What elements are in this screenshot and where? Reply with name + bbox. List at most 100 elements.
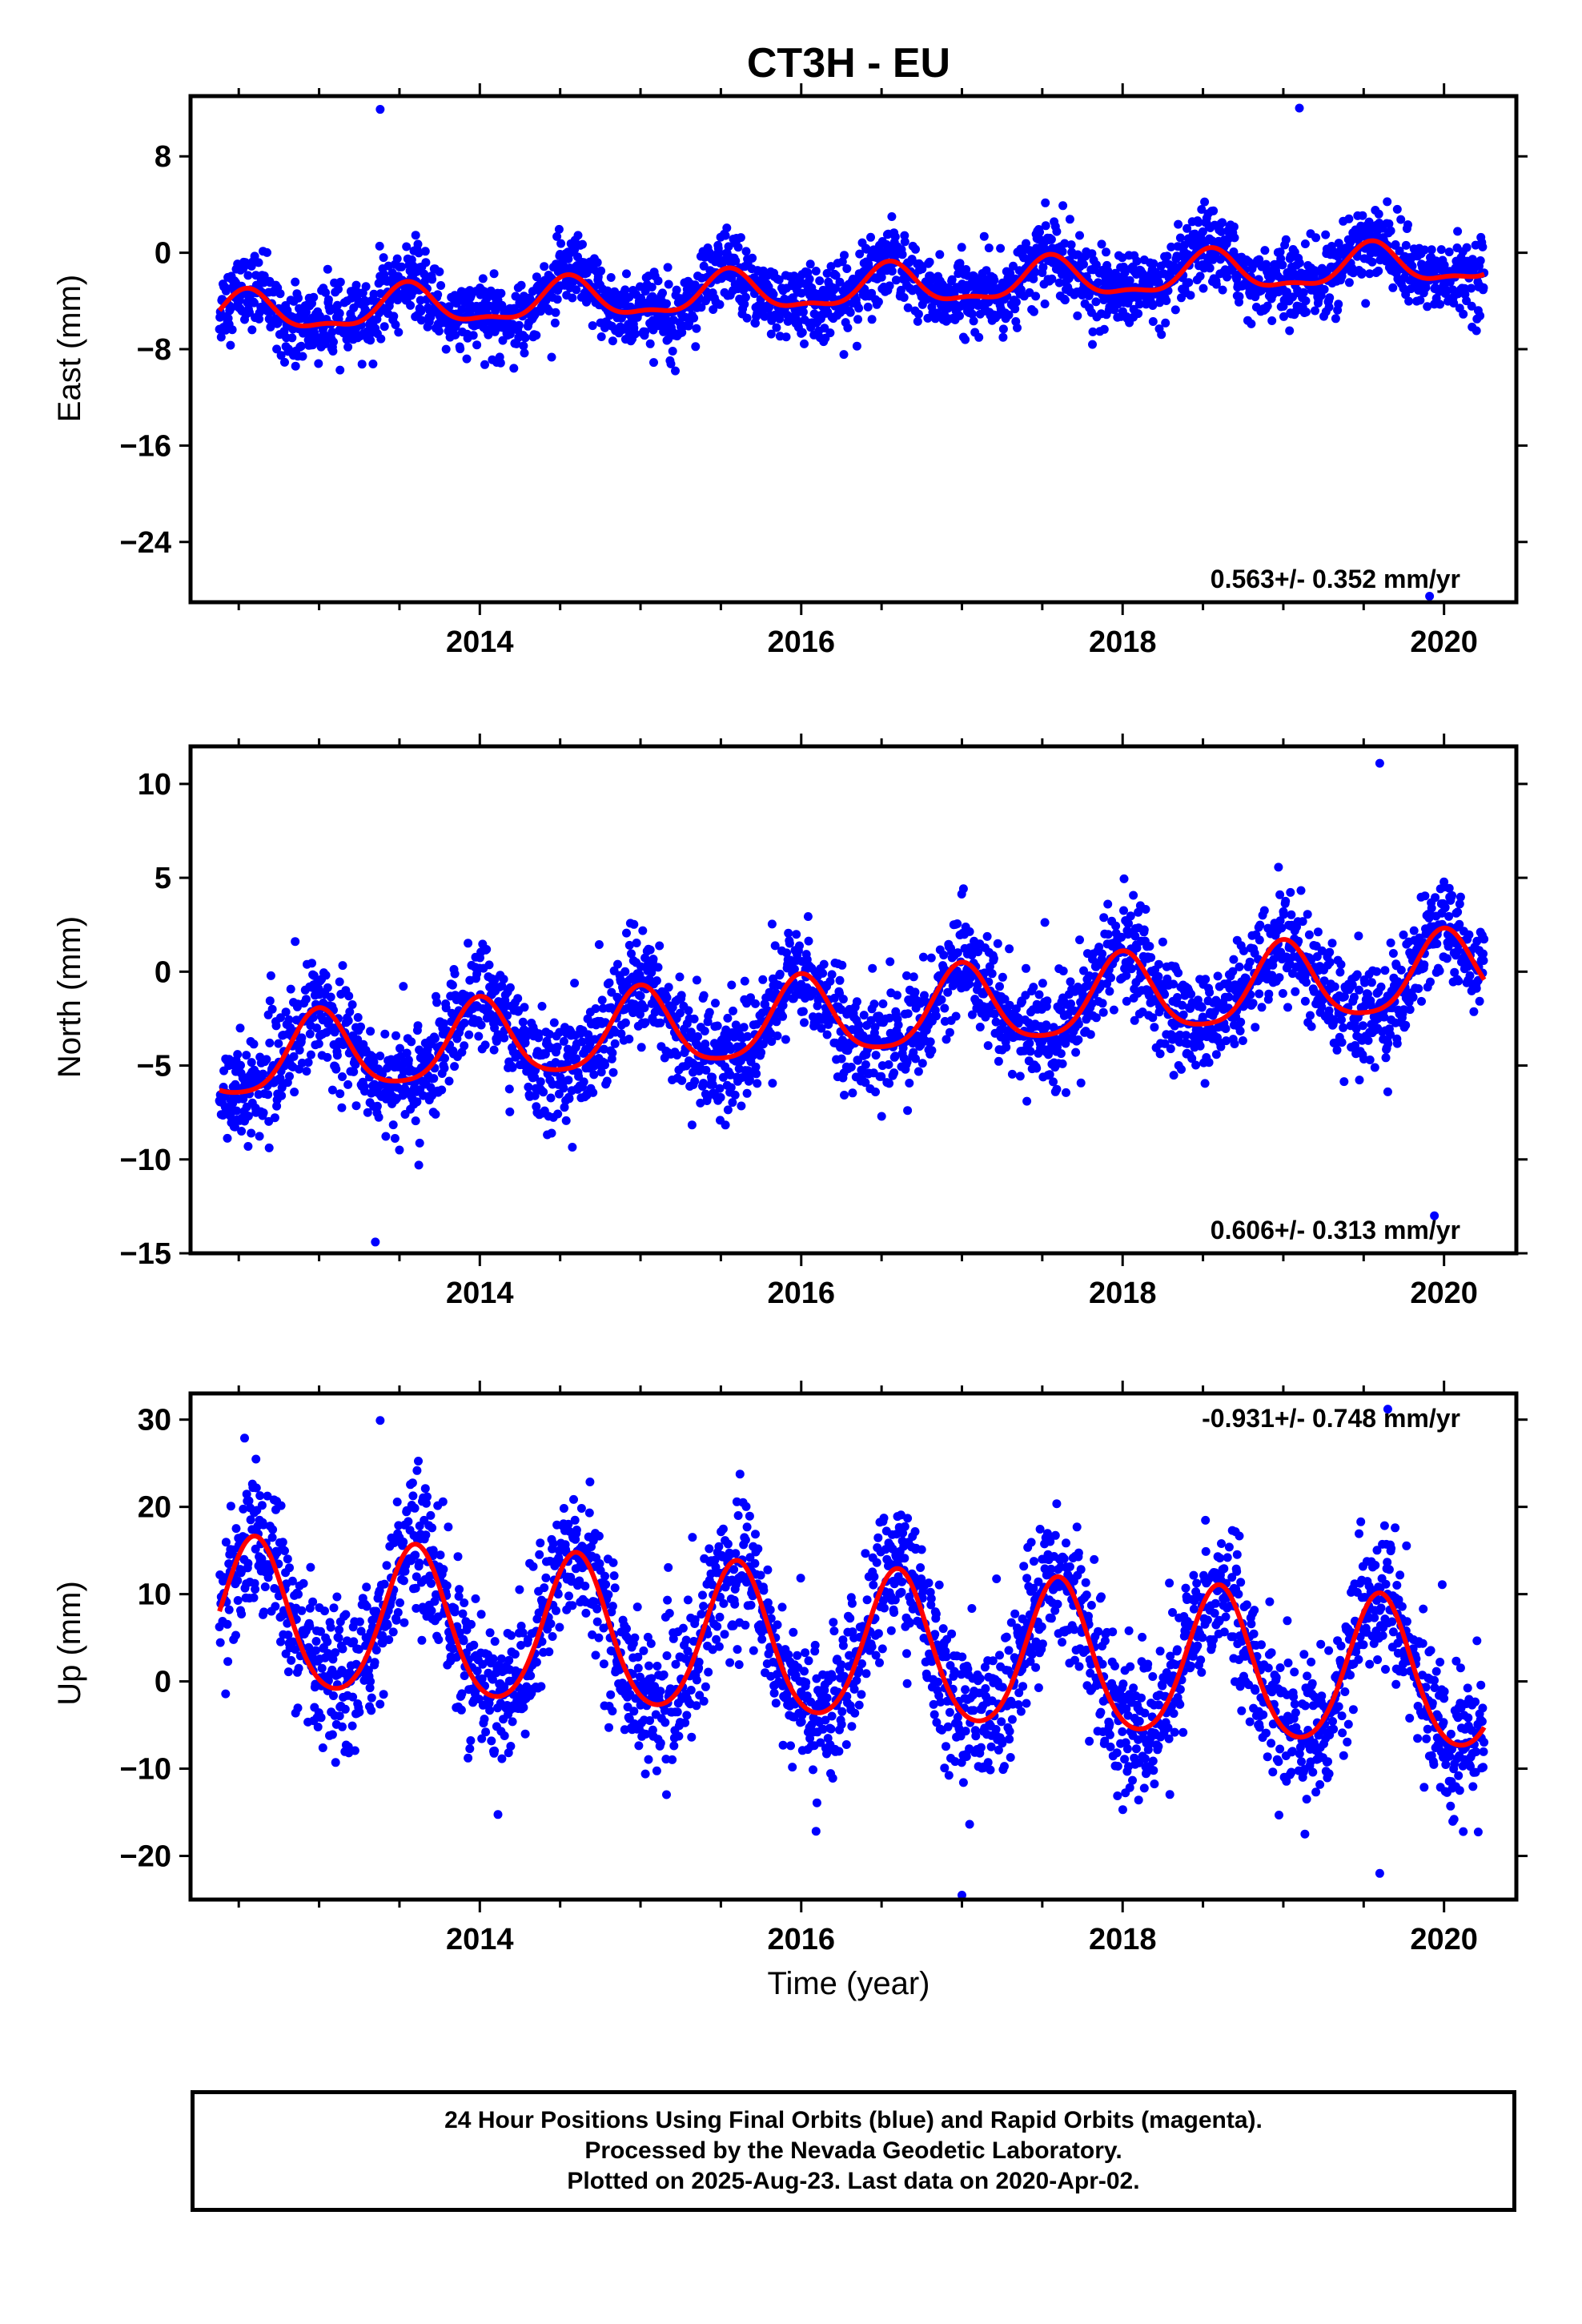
- east-points: [215, 103, 1489, 601]
- north-data-point: [407, 1037, 416, 1047]
- east-data-point: [1198, 227, 1207, 236]
- north-data-point: [848, 1088, 857, 1098]
- east-data-point: [435, 267, 444, 276]
- north-data-point: [975, 1023, 985, 1031]
- east-data-point: [441, 344, 451, 354]
- north-data-point: [1000, 995, 1010, 1004]
- east-data-point: [554, 224, 564, 234]
- north-data-point: [1018, 997, 1026, 1007]
- north-data-point: [798, 1007, 808, 1016]
- east-data-point: [552, 231, 562, 241]
- north-data-point: [772, 1017, 781, 1027]
- east-data-point: [1361, 299, 1371, 308]
- east-data-point: [1047, 274, 1057, 283]
- east-data-point: [259, 271, 269, 280]
- east-data-point: [1125, 275, 1134, 285]
- north-data-point: [1213, 971, 1223, 981]
- north-data-point: [1130, 1015, 1139, 1025]
- north-data-point: [640, 1003, 649, 1012]
- east-data-point: [1091, 297, 1101, 307]
- north-data-point: [1351, 1024, 1361, 1034]
- north-data-point: [804, 936, 813, 946]
- east-data-point: [1066, 240, 1076, 250]
- north-data-point: [1304, 930, 1314, 939]
- north-data-point: [448, 980, 457, 990]
- north-data-point: [520, 1003, 529, 1012]
- north-data-point: [1352, 970, 1362, 979]
- north-data-point: [513, 994, 523, 1003]
- east-data-point: [394, 328, 404, 337]
- north-data-point: [444, 1076, 454, 1086]
- east-data-point: [1079, 259, 1088, 269]
- north-data-point: [302, 1067, 311, 1076]
- north-data-point: [1351, 1041, 1359, 1050]
- north-data-point: [232, 1106, 242, 1116]
- north-data-point: [1275, 890, 1285, 899]
- east-data-point: [751, 319, 760, 328]
- north-data-point: [699, 991, 709, 1000]
- north-data-point: [1145, 942, 1154, 951]
- east-data-point: [392, 254, 402, 263]
- north-data-point: [622, 928, 631, 938]
- east-data-point: [1365, 269, 1375, 279]
- north-data-point: [1339, 1077, 1349, 1087]
- north-data-point: [1399, 930, 1408, 939]
- east-data-point: [376, 334, 386, 344]
- east-data-point: [1218, 285, 1227, 295]
- east-data-point: [672, 285, 681, 295]
- north-data-point: [983, 1041, 993, 1051]
- east-data-point: [276, 351, 286, 360]
- north-data-point: [285, 1072, 294, 1081]
- north-data-point: [837, 1054, 846, 1063]
- east-data-point: [1439, 260, 1449, 270]
- north-data-point: [522, 1027, 532, 1036]
- east-data-point: [805, 274, 814, 283]
- north-data-point: [281, 1007, 291, 1017]
- north-data-point: [632, 939, 641, 947]
- north-data-point: [878, 999, 888, 1008]
- north-data-point: [951, 1011, 961, 1021]
- east-data-point: [462, 354, 472, 364]
- north-data-point: [903, 1009, 913, 1019]
- east-data-point: [822, 268, 832, 278]
- east-y-tick-label: −16: [120, 429, 171, 463]
- east-data-point: [1263, 301, 1272, 311]
- north-data-point: [700, 1027, 709, 1035]
- north-data-point: [1098, 1007, 1108, 1017]
- north-data-point: [1339, 1023, 1348, 1032]
- north-data-point: [1355, 1076, 1364, 1085]
- north-data-point: [1150, 1023, 1159, 1032]
- north-data-point: [1015, 1072, 1025, 1081]
- north-data-point: [1319, 976, 1329, 986]
- east-data-point: [1211, 279, 1221, 289]
- north-data-point: [1355, 985, 1363, 995]
- east-data-point: [1200, 197, 1210, 207]
- north-data-point: [259, 1108, 268, 1118]
- east-data-point: [1401, 290, 1411, 300]
- north-data-point: [822, 1030, 832, 1039]
- east-data-point: [852, 341, 861, 351]
- east-data-point: [416, 316, 426, 325]
- north-data-point: [1274, 862, 1283, 872]
- north-data-point: [295, 1045, 304, 1055]
- east-data-point: [550, 318, 560, 328]
- east-data-point: [887, 212, 897, 221]
- north-data-point: [766, 1029, 776, 1038]
- north-data-point: [803, 912, 813, 921]
- north-panel: North (mm) 2014 2016 2018 20201050−5−10−150…: [52, 734, 1528, 1310]
- north-data-point: [1211, 1050, 1221, 1059]
- north-data-point: [909, 972, 918, 982]
- north-data-point: [546, 1093, 556, 1103]
- east-data-point: [1173, 242, 1182, 251]
- east-data-point: [250, 251, 259, 261]
- north-data-point: [708, 1072, 717, 1082]
- north-data-point: [1317, 1002, 1327, 1011]
- north-data-point: [432, 998, 442, 1007]
- east-data-point: [397, 262, 407, 271]
- north-data-point: [431, 1109, 440, 1119]
- north-data-point: [1278, 989, 1287, 998]
- east-data-point: [578, 239, 587, 249]
- east-data-point: [328, 347, 338, 356]
- east-data-point: [332, 300, 342, 310]
- north-data-point: [795, 941, 804, 951]
